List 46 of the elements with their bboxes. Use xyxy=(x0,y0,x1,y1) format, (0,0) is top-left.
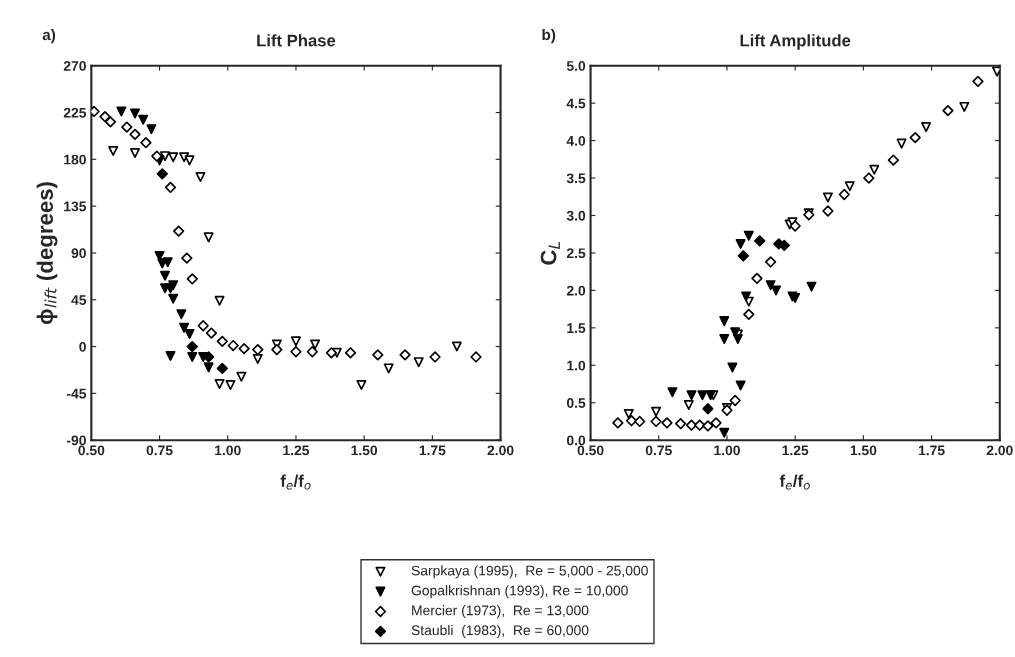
y-tick-label: 3.5 xyxy=(566,173,586,184)
y-tick-label: 2.5 xyxy=(566,248,586,259)
y-tick-label: 4.0 xyxy=(566,135,586,146)
x-tick-label: 2.00 xyxy=(487,445,514,456)
y-tick-label: 1.0 xyxy=(567,360,586,371)
x-tick-label: 1.25 xyxy=(283,445,310,456)
y-tick-label: 180 xyxy=(64,154,86,165)
y-axis-title: ϕ$_{lift}$ (degrees) xyxy=(36,182,58,325)
y-tick-label: 2.0 xyxy=(566,285,586,296)
x-tick-label: 1.00 xyxy=(215,445,241,456)
x-tick-label: 2.00 xyxy=(986,445,1013,456)
y-tick-label: 0.5 xyxy=(566,398,586,408)
y-tick-label: -90 xyxy=(66,435,86,446)
y-tick-label: 45 xyxy=(71,295,87,305)
x-tick-label: 1.00 xyxy=(714,445,740,456)
x-tick-label: 0.75 xyxy=(146,445,173,456)
legend-label: Gopalkrishnan (1993), Re = 10,000 xyxy=(411,585,628,599)
y-tick-label: 270 xyxy=(63,61,86,71)
y-tick-label: 4.5 xyxy=(566,98,586,109)
y-tick-label: 5.0 xyxy=(566,61,586,71)
x-axis-title: f$_{e}$/f$_{o}$ xyxy=(280,474,311,490)
legend-label: Mercier (1973), Re = 13,000 xyxy=(412,605,589,619)
x-tick-label: 1.75 xyxy=(918,445,945,456)
legend-label: Staubli (1983), Re = 60,000 xyxy=(411,624,589,638)
x-tick-label: 1.25 xyxy=(782,445,809,456)
y-tick-label: 225 xyxy=(63,107,87,118)
text: b) xyxy=(542,28,556,44)
x-tick-label: 1.75 xyxy=(419,445,446,456)
x-tick-label: 0.50 xyxy=(577,445,604,456)
y-axis-title: C$_{L}$ xyxy=(540,241,560,265)
text: a) xyxy=(42,28,56,44)
x-tick-label: 1.50 xyxy=(351,445,378,456)
x-tick-label: 0.75 xyxy=(645,445,672,456)
y-tick-label: 90 xyxy=(71,248,86,259)
y-tick-label: -45 xyxy=(66,388,87,399)
y-tick-label: 0.0 xyxy=(566,435,586,446)
chart-title: Lift Amplitude xyxy=(740,34,851,50)
x-tick-label: 1.50 xyxy=(850,445,877,456)
chart-title: Lift Phase xyxy=(257,34,336,47)
x-tick-label: 0.50 xyxy=(78,445,105,456)
y-tick-label: 0 xyxy=(79,341,86,352)
x-axis-title: f$_{e}$/f$_{o}$ xyxy=(779,474,810,490)
legend-label: Sarpkaya (1995), Re = 5,000 - 25,000 xyxy=(411,565,648,579)
y-tick-label: 1.5 xyxy=(567,323,586,334)
y-tick-label: 3.0 xyxy=(566,210,586,221)
y-tick-label: 135 xyxy=(64,201,87,212)
